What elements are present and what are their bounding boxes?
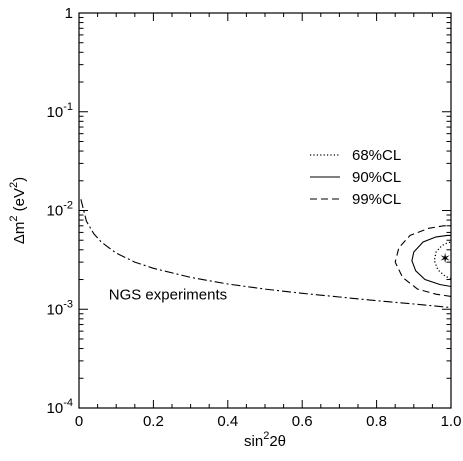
x-axis-title: sin22θ <box>244 430 286 450</box>
x-tick-label: 0.6 <box>292 413 313 430</box>
y-tick-label: 10-1 <box>47 101 73 121</box>
series-90-cl-curve <box>411 234 451 288</box>
y-tick-label: 10-4 <box>47 397 73 417</box>
series-68-cl-curve <box>433 241 451 280</box>
x-tick-label: 0.2 <box>143 413 164 430</box>
x-tick-label: 0.8 <box>366 413 387 430</box>
x-tick-label: 0 <box>75 413 83 430</box>
y-tick-label: 1 <box>65 5 73 22</box>
plot-frame <box>78 12 452 409</box>
series-99-cl-curve <box>394 225 451 297</box>
x-tick-label: 1.0 <box>441 413 462 430</box>
series-group <box>80 199 451 309</box>
ngs-experiments-annotation: NGS experiments <box>109 287 227 304</box>
y-axis-title: Δm2 (eV2) <box>8 177 28 244</box>
y-tick-label: 10-3 <box>47 298 73 318</box>
best-fit-marker: ✶ <box>439 250 451 266</box>
legend-label-dotted: 68%CL <box>352 147 401 164</box>
legend-label-solid: 90%CL <box>352 169 401 186</box>
legend-label-dashed: 99%CL <box>352 191 401 208</box>
series-ngs-experiments-curve <box>80 199 451 309</box>
y-tick-label: 10-2 <box>47 200 73 220</box>
x-tick-label: 0.4 <box>217 413 238 430</box>
